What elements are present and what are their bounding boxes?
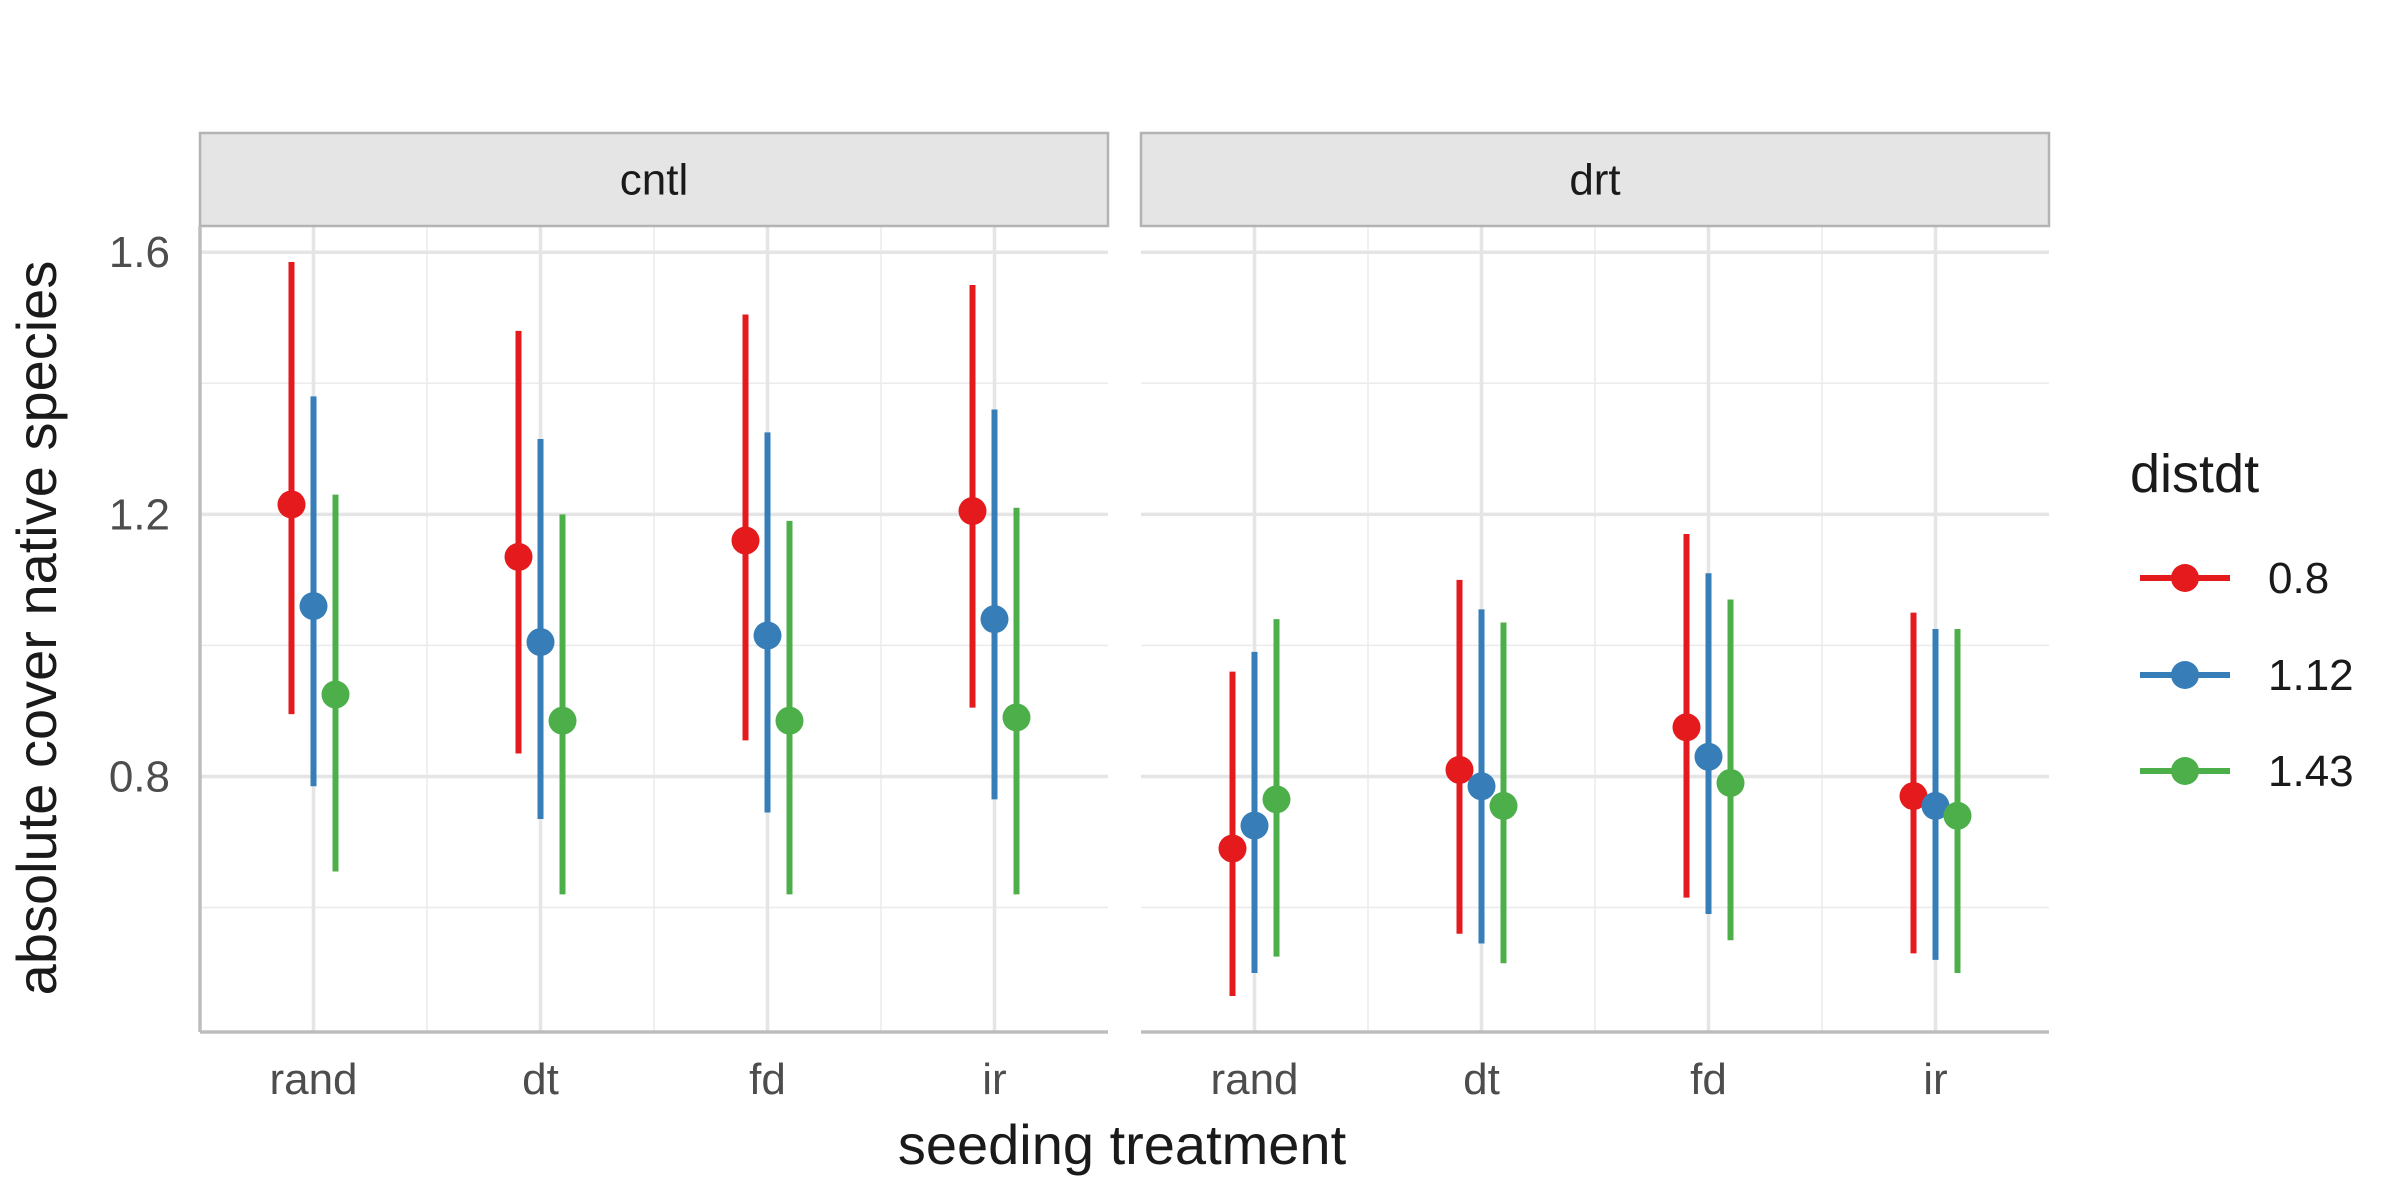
legend-label: 1.43 — [2268, 747, 2354, 796]
point-1.43 — [1716, 768, 1745, 797]
x-tick-label: rand — [269, 1055, 357, 1104]
legend-title: distdt — [2130, 444, 2259, 504]
point-0.8 — [504, 542, 533, 571]
x-tick-label: fd — [1690, 1055, 1727, 1104]
legend-label: 1.12 — [2268, 651, 2354, 700]
point-1.12 — [299, 592, 328, 621]
legend-key-point — [2171, 661, 2199, 689]
x-tick-label: rand — [1210, 1055, 1298, 1104]
legend-label: 0.8 — [2268, 554, 2329, 603]
legend-key-point — [2171, 564, 2199, 592]
point-1.12 — [753, 621, 782, 650]
facet-strip-label: cntl — [620, 156, 688, 205]
x-tick-label: ir — [1923, 1055, 1947, 1104]
point-0.8 — [1899, 782, 1928, 811]
point-1.43 — [1262, 785, 1291, 814]
point-0.8 — [1218, 834, 1247, 863]
x-axis-title: seeding treatment — [898, 1113, 1347, 1176]
facet-panel-cntl: cntl rand dt fd ir 0.8 1.2 1.6 — [109, 131, 1110, 1104]
point-1.12 — [526, 628, 555, 657]
point-1.43 — [321, 680, 350, 709]
point-0.8 — [1445, 755, 1474, 784]
point-0.8 — [277, 490, 306, 519]
x-tick-label: dt — [522, 1055, 559, 1104]
facet-strip-label: drt — [1569, 156, 1620, 205]
point-0.8 — [731, 526, 760, 555]
point-0.8 — [1672, 713, 1701, 742]
facets: cntl rand dt fd ir 0.8 1.2 1.6 drt rand dt fd ir — [109, 131, 2051, 1104]
point-1.12 — [1694, 742, 1723, 771]
facet-panel-drt: drt rand dt fd ir — [1139, 131, 2051, 1104]
y-tick-label: 1.6 — [109, 228, 170, 277]
point-0.8 — [958, 497, 987, 526]
point-1.12 — [1921, 791, 1950, 820]
point-1.12 — [980, 605, 1009, 634]
y-tick-label: 1.2 — [109, 490, 170, 539]
point-1.43 — [1489, 791, 1518, 820]
x-tick-label: dt — [1463, 1055, 1500, 1104]
x-tick-label: ir — [982, 1055, 1006, 1104]
point-1.43 — [548, 706, 577, 735]
y-axis-title: absolute cover native species — [5, 261, 68, 996]
legend: distdt 0.8 1.12 1.43 — [2130, 444, 2354, 796]
facet-strip — [198, 131, 1110, 228]
facet-strip — [1139, 131, 2051, 228]
point-1.43 — [1002, 703, 1031, 732]
legend-key-point — [2171, 757, 2199, 785]
point-1.12 — [1467, 772, 1496, 801]
point-1.43 — [1943, 801, 1972, 830]
y-tick-label: 0.8 — [109, 752, 170, 801]
point-1.12 — [1240, 811, 1269, 840]
x-tick-label: fd — [749, 1055, 786, 1104]
point-1.43 — [775, 706, 804, 735]
